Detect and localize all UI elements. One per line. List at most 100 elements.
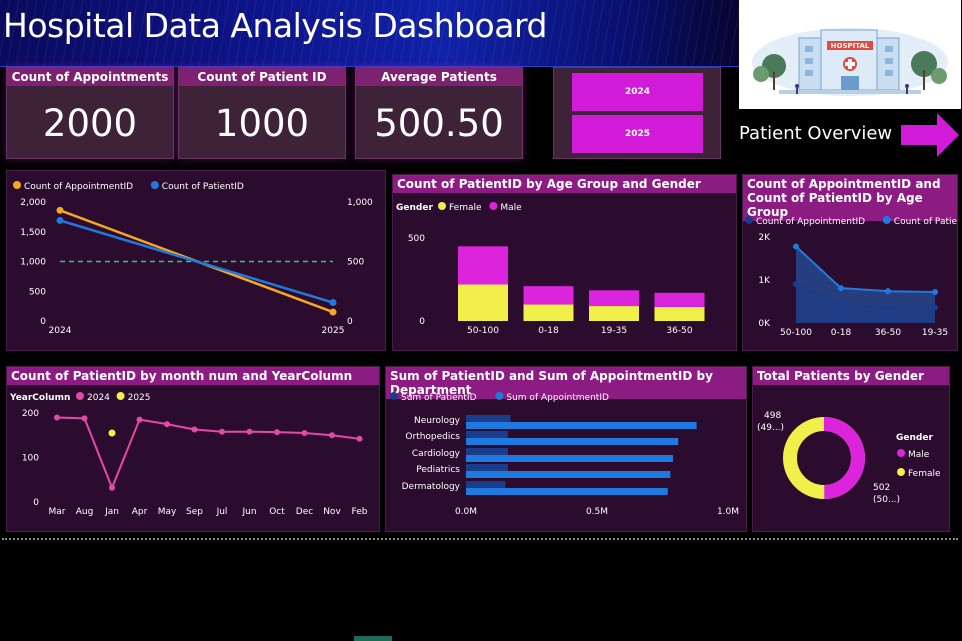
legend-label: Count of PatientID — [894, 217, 957, 227]
legend-title: Gender — [896, 433, 933, 443]
x-tick: Feb — [352, 507, 368, 517]
slice-label-pct: (49...) — [757, 423, 784, 433]
slice-label-pct: (50...) — [873, 495, 900, 505]
x-tick: Dec — [296, 507, 313, 517]
bar-segment-male — [523, 286, 574, 305]
data-point — [81, 415, 88, 422]
data-point — [56, 216, 64, 224]
slice-label-value: 498 — [764, 411, 781, 421]
x-tick: May — [158, 507, 177, 517]
x-tick: Jan — [104, 507, 119, 517]
legend-marker — [150, 181, 159, 189]
area-line — [795, 245, 936, 294]
data-point — [793, 243, 799, 250]
y-tick: 2K — [758, 233, 771, 243]
legend-marker — [390, 392, 398, 400]
x-tick: 19-35 — [601, 326, 627, 336]
bar-segment-female — [458, 284, 508, 321]
bar-patient-sum — [466, 448, 508, 455]
slice-label-value: 502 — [873, 483, 890, 493]
data-point — [54, 414, 60, 421]
slicer-option-2025[interactable]: 2025 — [572, 115, 703, 153]
legend-marker — [76, 392, 84, 400]
kpi-card-patient-id: Count of Patient ID 1000 — [178, 67, 346, 159]
y-tick-right: 1,000 — [347, 198, 373, 208]
department-panel: Sum of PatientID and Sum of AppointmentI… — [385, 366, 747, 532]
area-line — [795, 283, 936, 309]
data-point — [885, 304, 891, 311]
age-group-area-chart: Count of AppointmentID Count of PatientID… — [745, 216, 957, 338]
gender-donut-chart: 498 (49...) 502 (50...) Gender Male Female — [757, 411, 941, 505]
panel-title: Total Patients by Gender — [753, 367, 949, 385]
bar-appointment-sum — [466, 438, 679, 445]
x-tick: Apr — [132, 507, 148, 517]
y-tick-right: 0 — [347, 317, 353, 327]
title-bar: Hospital Data Analysis Dashboard — [0, 0, 739, 67]
department-bar-chart: Sum of PatientID Sum of AppointmentID Neur… — [390, 392, 739, 517]
legend-title: Gender — [396, 203, 433, 213]
x-tick: 1.0M — [717, 507, 739, 517]
legend-label: Male — [908, 450, 930, 460]
x-tick: Jul — [216, 507, 228, 517]
y-tick: 0 — [33, 498, 39, 508]
kpi-value: 2000 — [42, 102, 138, 145]
area-fill — [796, 284, 935, 323]
x-tick: 0.0M — [455, 507, 477, 517]
x-tick: 50-100 — [780, 328, 812, 338]
panel-title: Count of PatientID by Age Group and Gend… — [393, 175, 736, 193]
bar-patient-sum — [466, 431, 508, 438]
age-group-area-panel: Count of AppointmentID and Count of Pati… — [742, 174, 958, 351]
legend-label: Male — [500, 203, 522, 213]
legend-marker — [13, 181, 21, 189]
y-tick-right: 500 — [347, 258, 364, 268]
data-point — [136, 416, 143, 423]
age-gender-bar-chart: Gender Female Male 500 0 50-100 0-18 19-35 36-50 — [396, 202, 705, 336]
x-tick: 0-18 — [831, 328, 852, 338]
legend-label: Count of AppointmentID — [756, 217, 865, 227]
month-line-chart: YearColumn 2024 2025 200 100 0 Mar Aug Jan Apr May… — [9, 392, 368, 517]
x-tick: Sep — [186, 507, 203, 517]
legend-title: YearColumn — [9, 393, 70, 403]
patient-overview-label: Patient Overview — [739, 123, 893, 144]
data-point — [838, 285, 844, 292]
data-point — [838, 301, 844, 308]
data-point — [932, 304, 938, 311]
bar-segment-male — [458, 246, 508, 285]
y-tick: 200 — [22, 409, 39, 419]
year-slicer: 2024 2025 — [553, 67, 721, 159]
bar-segment-male — [589, 290, 639, 307]
x-tick: Mar — [49, 507, 66, 517]
legend-label: Female — [449, 203, 482, 213]
month-year-panel: Count of PatientID by month num and Year… — [6, 366, 380, 532]
patient-overview-arrow-button[interactable] — [901, 113, 959, 157]
donut-slice-male — [783, 417, 865, 499]
y-tick: Pediatrics — [416, 465, 460, 475]
kpi-card-average-patients: Average Patients 500.50 — [355, 67, 523, 159]
legend-marker — [116, 392, 125, 400]
slicer-option-2024[interactable]: 2024 — [572, 73, 703, 111]
legend-label: Count of AppointmentID — [24, 182, 133, 192]
y-tick: 0K — [758, 319, 771, 329]
bar-appointment-sum — [466, 488, 668, 495]
bar-segment-female — [654, 306, 705, 321]
y-tick-left: 0 — [40, 317, 46, 327]
bar-segment-female — [523, 304, 574, 321]
data-point — [246, 428, 253, 435]
page-divider — [2, 538, 958, 540]
legend-marker — [882, 216, 891, 224]
y-tick: 1K — [758, 276, 771, 286]
legend-label: Female — [908, 469, 941, 479]
gender-donut-panel: Total Patients by Gender 498 (49...) 502 (5… — [752, 366, 950, 532]
x-tick: 2024 — [49, 326, 72, 336]
page-tab-indicator[interactable] — [354, 636, 392, 641]
hospital-sign: HOSPITAL — [831, 42, 870, 50]
x-tick: 2025 — [322, 326, 345, 336]
legend-label: 2025 — [128, 393, 151, 403]
data-point — [109, 484, 115, 491]
x-tick: 36-50 — [875, 328, 901, 338]
y-tick: Cardiology — [412, 449, 461, 459]
legend-marker — [438, 202, 446, 210]
y-tick: 100 — [22, 454, 39, 464]
kpi-value: 500.50 — [374, 102, 504, 145]
y-tick: Orthopedics — [405, 432, 460, 442]
